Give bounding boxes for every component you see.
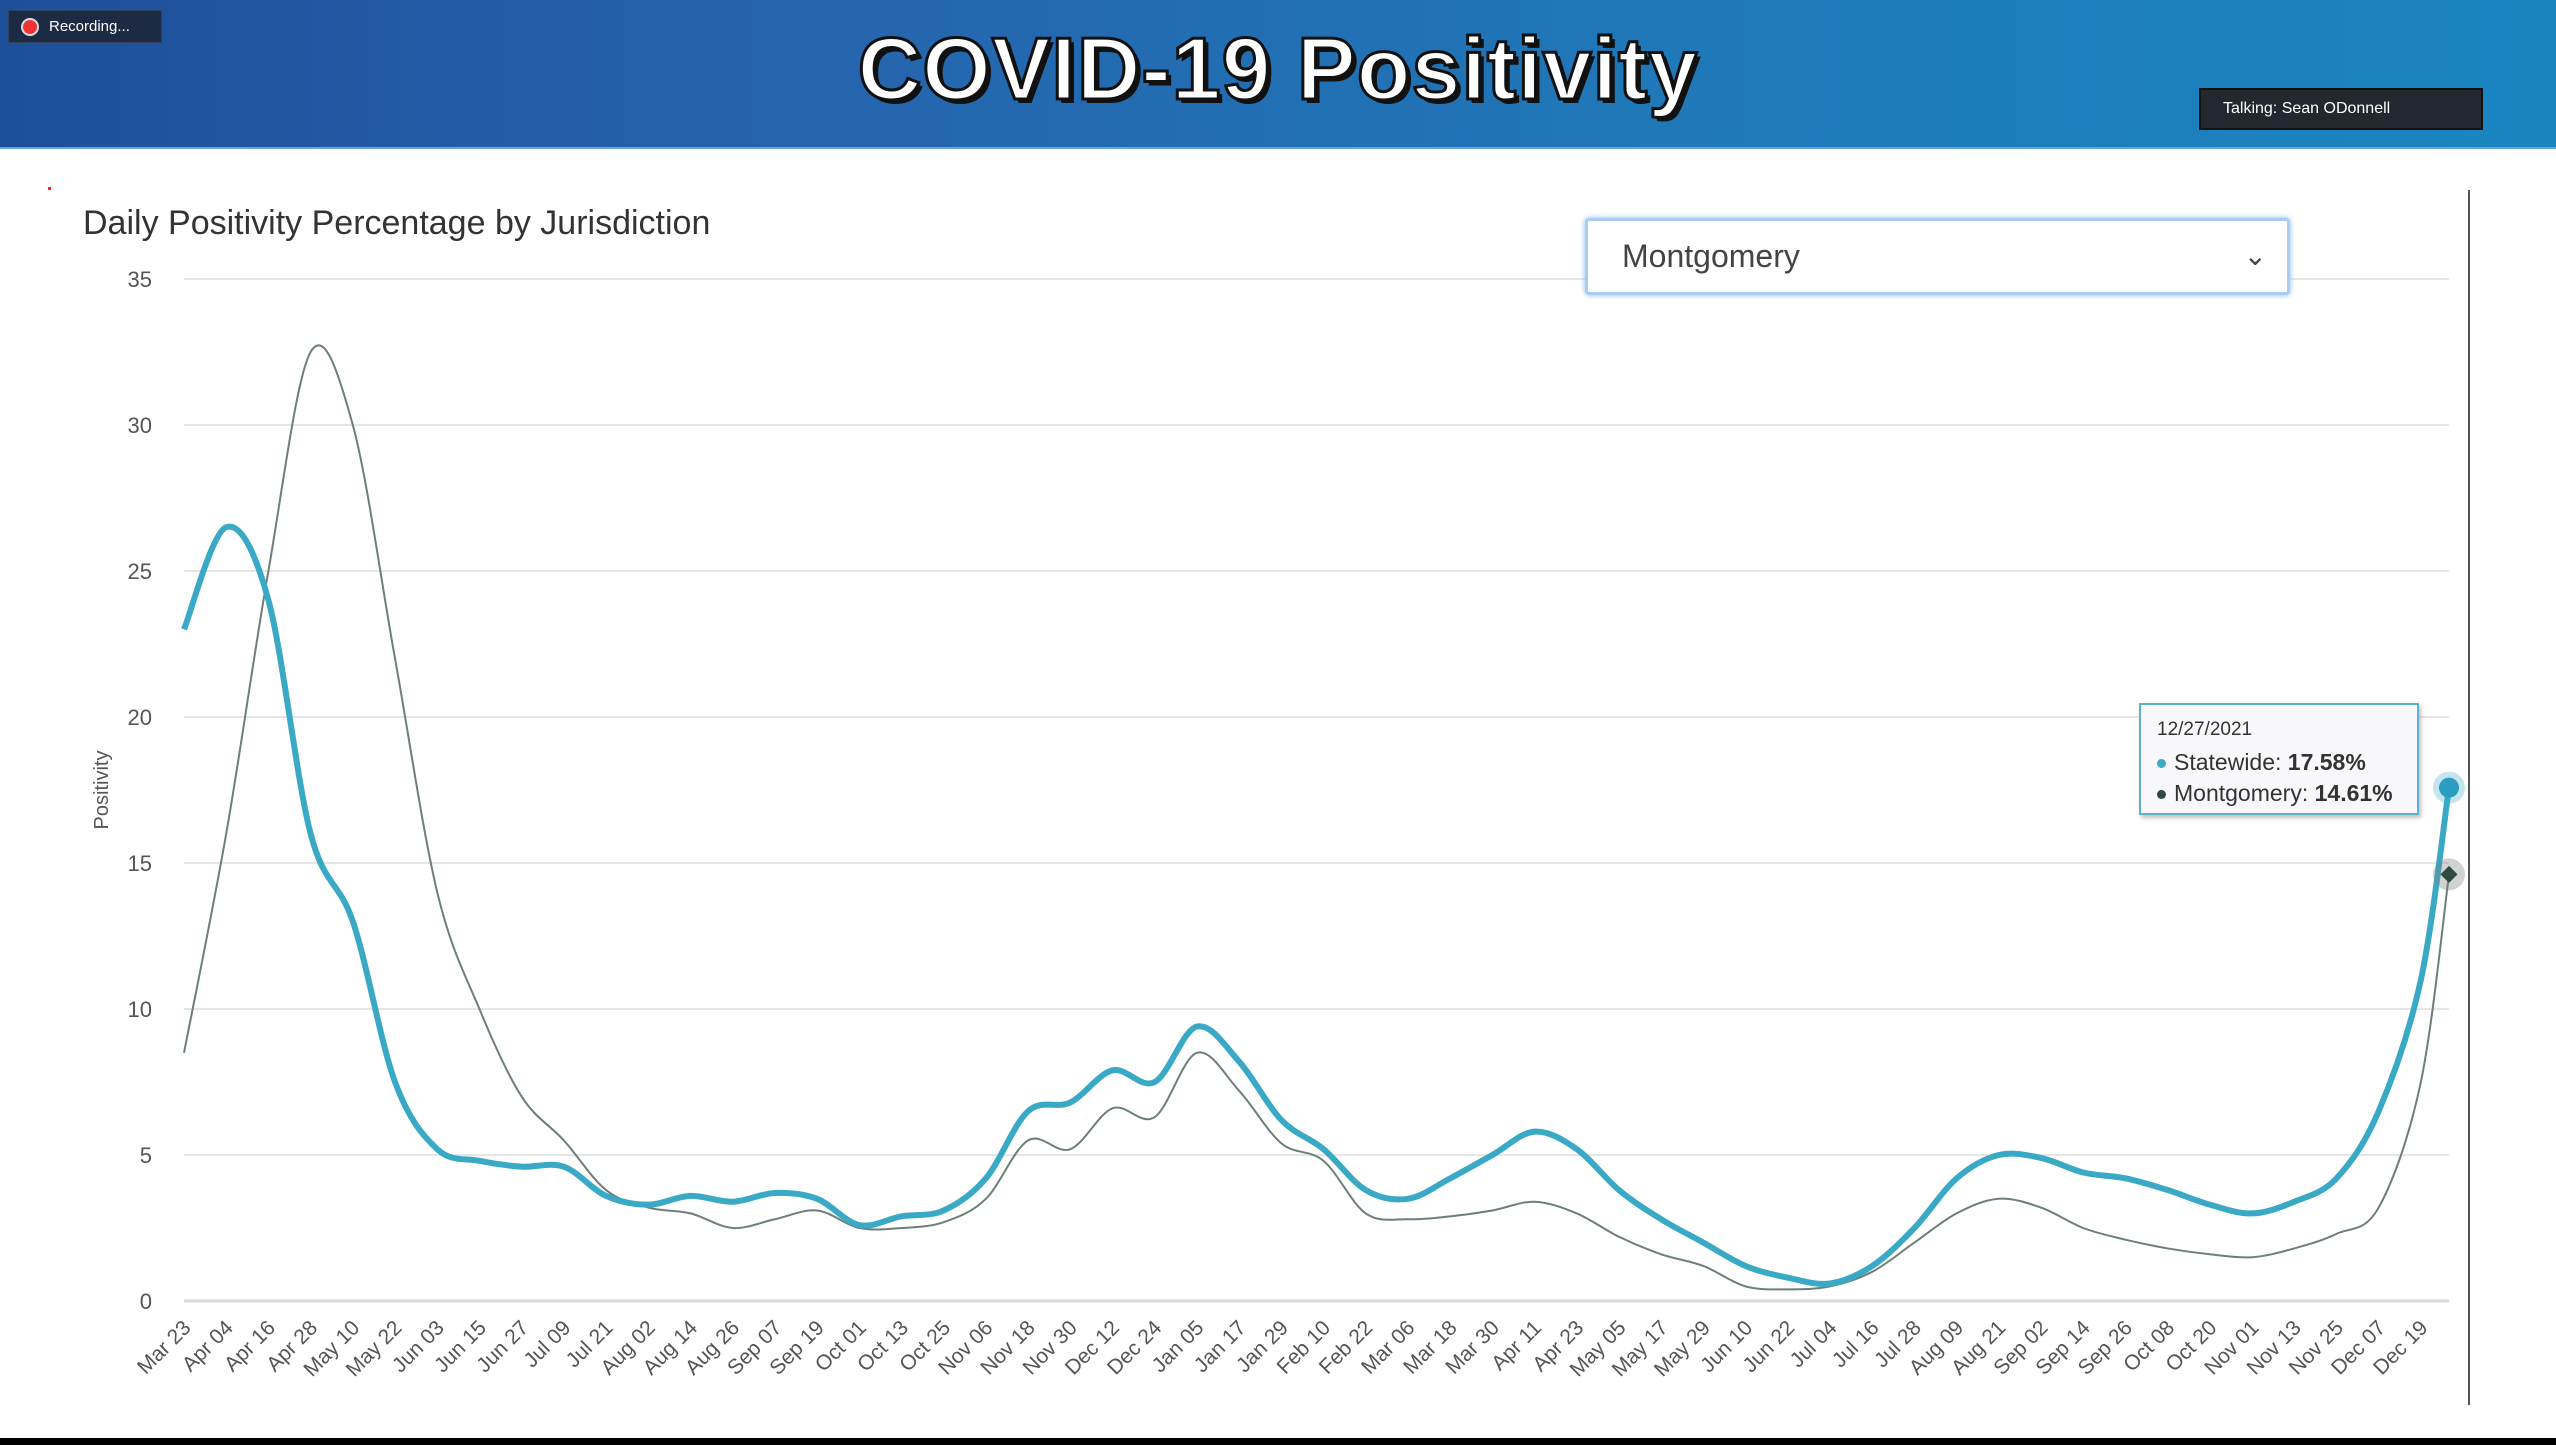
- jurisdiction-select[interactable]: Montgomery ⌄: [1585, 218, 2290, 295]
- tooltip-value: 17.58%: [2287, 749, 2366, 775]
- y-tick-label: 15: [128, 851, 152, 876]
- page-title: COVID-19 Positivity: [856, 18, 1699, 120]
- y-tick-label: 25: [128, 559, 152, 584]
- y-tick-label: 20: [128, 705, 152, 730]
- tooltip-label: Montgomery:: [2174, 780, 2309, 806]
- statewide-bullet-icon: [2157, 759, 2166, 769]
- montgomery-point-marker: [2440, 865, 2458, 883]
- tooltip-label: Statewide:: [2174, 749, 2282, 775]
- recording-label: Recording...: [49, 18, 130, 35]
- record-icon: [21, 17, 39, 36]
- talking-indicator: Talking: Sean ODonnell: [2199, 88, 2483, 130]
- y-tick-label: 0: [140, 1289, 152, 1314]
- tooltip-value: 14.61%: [2314, 780, 2393, 806]
- x-tick-label: Jul 04: [1786, 1316, 1842, 1372]
- tooltip-row-statewide: Statewide: 17.58%: [2157, 747, 2401, 778]
- statewide-point-marker: [2439, 777, 2459, 798]
- y-tick-label: 10: [128, 997, 152, 1022]
- chart-title: Daily Positivity Percentage by Jurisdict…: [83, 204, 711, 242]
- tooltip-row-montgomery: Montgomery: 14.61%: [2157, 778, 2401, 809]
- scrollbar-divider: [2468, 190, 2470, 1405]
- y-tick-label: 35: [128, 267, 152, 292]
- series-line-statewide: [181, 523, 2452, 1287]
- presentation-header: COVID-19 Positivity Recording... Talking…: [0, 0, 2556, 149]
- y-tick-label: 5: [140, 1143, 152, 1168]
- y-axis-title: Positivity: [91, 751, 113, 830]
- chevron-down-icon: ⌄: [2243, 240, 2267, 271]
- tooltip-date: 12/27/2021: [2157, 719, 2253, 740]
- screen-bottom-bar: [0, 1438, 2556, 1445]
- montgomery-bullet-icon: [2157, 790, 2166, 800]
- y-tick-label: 30: [128, 413, 152, 438]
- series-line-montgomery: [183, 344, 2450, 1291]
- x-tick-label: Jul 09: [519, 1316, 575, 1372]
- jurisdiction-select-value: Montgomery: [1622, 238, 1800, 274]
- cursor-dot: [48, 187, 51, 190]
- chart-tooltip: 12/27/2021 Statewide: 17.58% Montgomery:…: [2139, 703, 2419, 815]
- x-tick-label: Jul 16: [1828, 1316, 1884, 1372]
- recording-indicator[interactable]: Recording...: [8, 10, 162, 43]
